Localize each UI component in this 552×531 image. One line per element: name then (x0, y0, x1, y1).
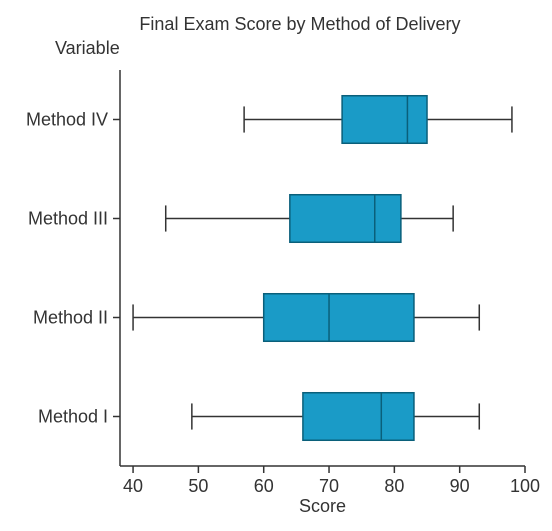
boxplot-chart: Final Exam Score by Method of Delivery Va… (0, 0, 552, 531)
x-tick-label: 40 (123, 476, 143, 496)
x-tick-label: 80 (384, 476, 404, 496)
box-rect (303, 393, 414, 441)
y-tick-label: Method IV (26, 110, 108, 130)
box-1 (192, 393, 479, 441)
chart-svg: Final Exam Score by Method of Delivery Va… (0, 0, 552, 531)
x-tick-label: 90 (450, 476, 470, 496)
x-tick-label: 50 (188, 476, 208, 496)
box-rect (264, 294, 414, 342)
x-tick-label: 60 (254, 476, 274, 496)
box-rect (342, 96, 427, 144)
y-tick-label: Method I (38, 407, 108, 427)
x-tick-label: 100 (510, 476, 540, 496)
box-3 (166, 195, 453, 243)
x-axis-label: Score (299, 496, 346, 516)
box-2 (133, 294, 479, 342)
chart-title: Final Exam Score by Method of Delivery (139, 14, 460, 34)
box-rect (290, 195, 401, 243)
y-tick-label: Method III (28, 209, 108, 229)
x-tick-label: 70 (319, 476, 339, 496)
chart-subtitle: Variable (55, 38, 120, 58)
y-tick-label: Method II (33, 308, 108, 328)
box-4 (244, 96, 512, 144)
